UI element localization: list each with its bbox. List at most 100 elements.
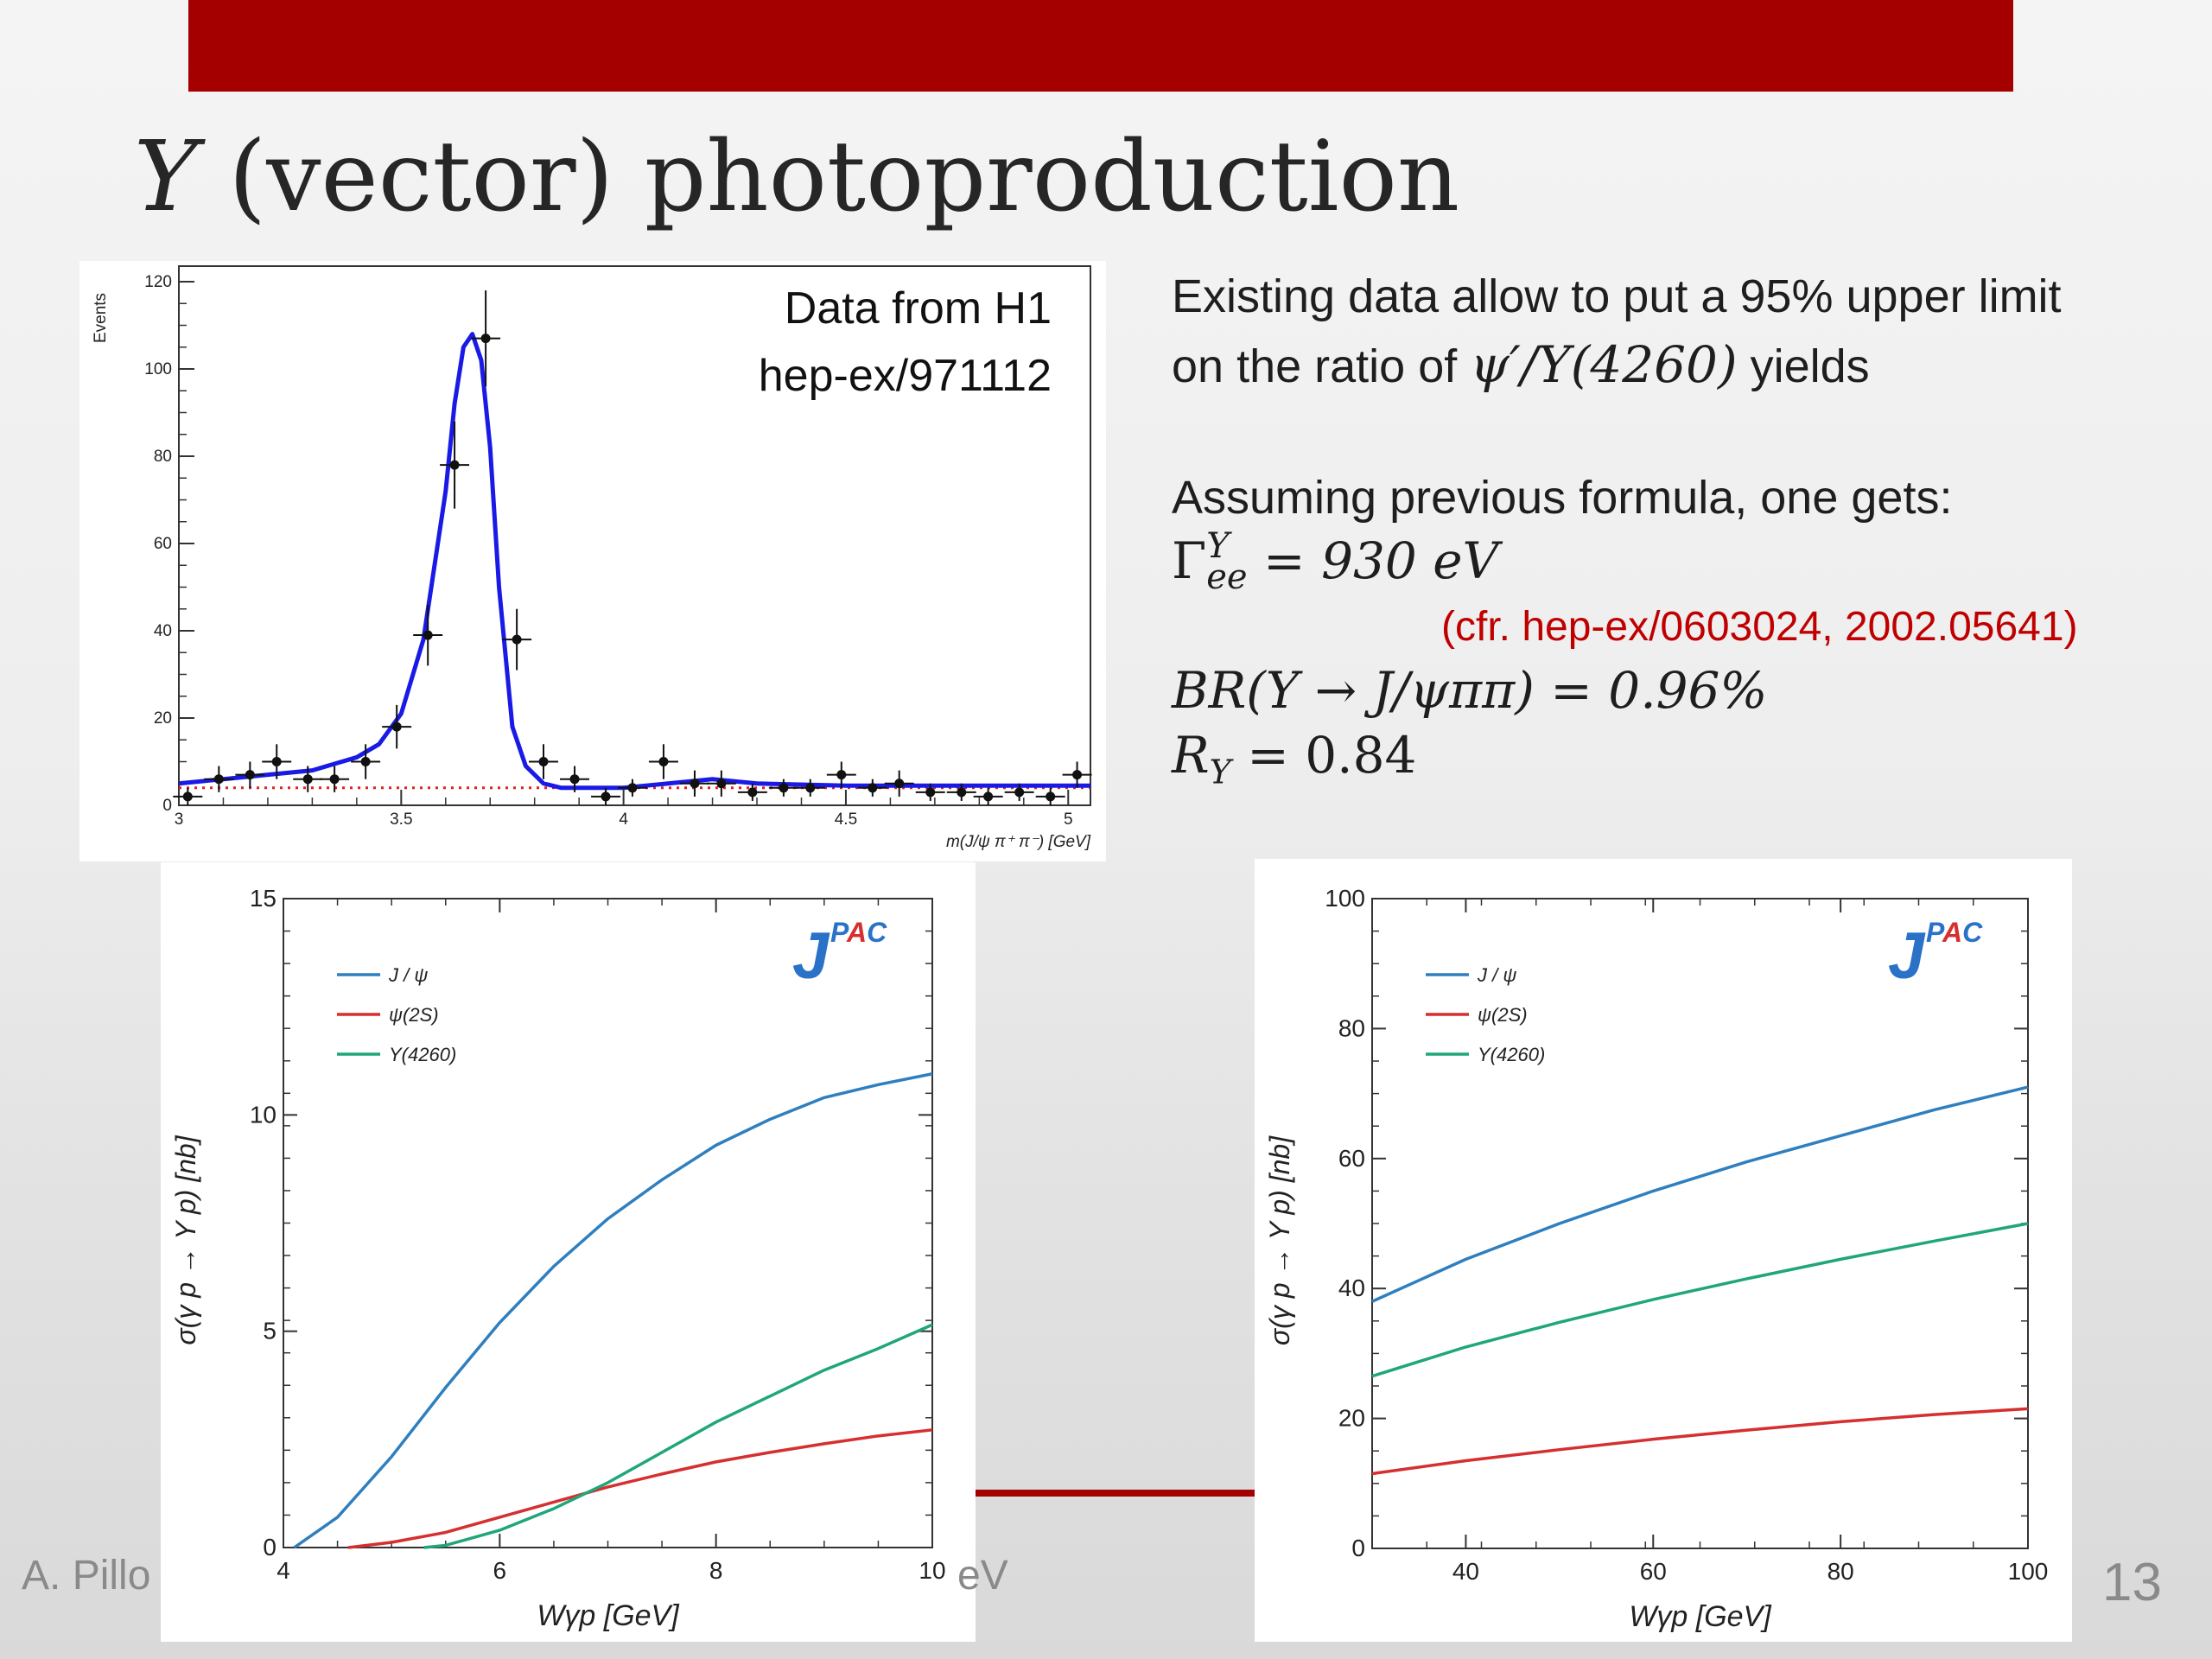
y-tick-label: 10 [250,1101,276,1128]
data-point [512,634,522,645]
branching-ratio-formula: BR(Y → J/ψππ) = 0.96% [1172,661,1768,720]
ry-formula: RY = 0.84 [1172,726,1417,791]
title-banner [188,0,2013,92]
data-point [360,757,371,766]
data-point [480,334,491,344]
jpac-right-svg: 0 20 40 60 80 100 40 60 80 100 Wγp [GeV] σ(γ p → Y … [1264,885,2049,1633]
legend-label-2: Y(4260) [389,1044,456,1065]
footer-author: A. Pillo [22,1553,151,1599]
plot-frame [283,898,933,1548]
data-point [805,783,816,793]
y-tick-label: 20 [154,709,172,728]
data-point [894,779,905,789]
y-tick-label: 60 [154,535,172,553]
title-text: (vector) photoproduction [197,121,1460,233]
y-tick-label: 40 [1338,1274,1365,1301]
x-tick-label: 40 [1452,1558,1479,1585]
x-tick-label: 4.5 [835,810,857,829]
series-line-0 [1371,1085,2029,1303]
y-axis-label: σ(γ p → Y p) [nb] [170,1135,201,1344]
data-point [449,460,460,470]
y-tick-label: 80 [1338,1014,1365,1041]
plot-frame [1371,898,2029,1549]
x-tick-label: 3.5 [390,810,412,829]
plot-frame [178,265,1091,806]
jpac-high-energy-chart: 0 20 40 60 80 100 40 60 80 100 Wγp [GeV] σ(γ p → Y … [1255,859,2072,1642]
x-axis-label: Wγp [GeV] [1629,1600,1772,1633]
jpac-logo: J [792,919,830,993]
x-axis-label: Wγp [GeV] [537,1599,680,1632]
y-tick-label: 80 [154,448,172,466]
y-tick-label: 100 [144,360,172,378]
reference-note: (cfr. hep-ex/0603024, 2002.05641) [1441,604,2078,650]
data-point [245,770,255,780]
x-tick-label: 5 [1064,810,1073,829]
y-tick-label: 0 [162,797,172,815]
x-tick-label: 4 [276,1557,290,1584]
y-tick-label: 20 [1338,1405,1365,1432]
data-point [569,774,580,785]
data-point [601,791,611,802]
series-line-2 [423,1323,933,1549]
y-axis-label: Events [92,293,110,343]
data-point [627,783,638,793]
data-point [779,783,789,793]
data-point [868,783,878,793]
text-line-2: on the ratio of ψ′/Y(4260) yields [1172,335,1870,394]
data-point [213,774,224,785]
x-tick-label: 100 [2008,1558,2049,1585]
data-point [658,757,669,766]
data-point [1072,770,1083,780]
data-point [302,774,313,785]
text-line-1: Existing data allow to put a 95% upper l… [1172,270,2062,322]
series-line-0 [293,1072,933,1549]
x-axis-label: m(J/ψ π⁺ π⁻) [GeV] [946,833,1091,851]
data-point [391,721,402,732]
x-tick-label: 8 [709,1557,723,1584]
series-line-1 [1371,1407,2029,1476]
data-point [925,787,936,798]
x-tick-label: 3 [175,810,184,829]
data-point [182,791,193,802]
title-symbol: Y [134,121,198,233]
legend-label-1: ψ(2S) [389,1004,439,1026]
text-line-2-post: yields [1737,340,1870,392]
y-axis-label: σ(γ p → Y p) [nb] [1264,1135,1295,1345]
annotation-line-1: Data from H1 [785,283,1052,334]
jpac-logo-superscript: PAC [830,917,887,948]
legend-label-0: J / ψ [388,964,428,986]
data-point [329,774,340,785]
data-point [836,770,847,780]
ratio-expression: ψ′/Y(4260) [1470,335,1738,394]
data-point [690,779,700,789]
legend-label-1: ψ(2S) [1478,1004,1528,1026]
x-tick-label: 10 [918,1557,945,1584]
text-line-3: Assuming previous formula, one gets: [1172,472,1953,524]
data-point [1014,787,1025,798]
series-line-1 [347,1428,933,1549]
data-point [538,757,549,766]
series-line-2 [1371,1222,2029,1378]
x-tick-label: 4 [619,810,628,829]
data-point [716,779,727,789]
x-tick-label: 60 [1640,1558,1667,1585]
jpac-logo: J [1888,919,1926,993]
y-tick-label: 100 [1325,885,1365,912]
y-tick-label: 15 [250,885,276,912]
jpac-logo-superscript: PAC [1926,917,1983,948]
footer-text: eV [957,1553,1008,1599]
h1-data-chart: 0 20 40 60 80 100 120 3 3.5 4 4.5 5 m(J/ψ π⁺ π⁻) [Ge… [79,261,1106,861]
legend-label-0: J / ψ [1477,964,1516,986]
data-point [747,787,758,798]
y-tick-label: 5 [263,1318,276,1344]
legend-label-2: Y(4260) [1478,1044,1545,1065]
data-point [271,757,282,766]
x-tick-label: 80 [1827,1558,1854,1585]
y-tick-label: 120 [144,273,172,291]
jpac-left-svg: 0 5 10 15 4 6 8 10 Wγp [GeV] σ(γ p → Y p) [nb] J /… [170,885,946,1632]
y-tick-label: 60 [1338,1145,1365,1172]
h1-chart-svg: 0 20 40 60 80 100 120 3 3.5 4 4.5 5 m(J/ψ π⁺ π⁻) [Ge… [92,265,1092,851]
annotation-line-2: hep-ex/971112 [759,351,1052,401]
y-tick-label: 0 [263,1534,276,1560]
y-tick-label: 0 [1351,1535,1365,1561]
